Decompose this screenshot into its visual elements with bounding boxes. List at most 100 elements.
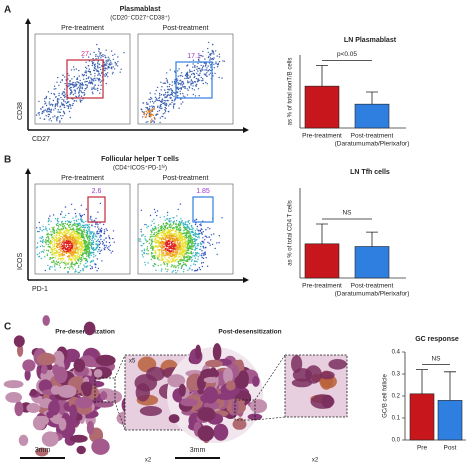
event-dot: [43, 245, 45, 248]
event-dot: [69, 105, 71, 107]
event-dot: [90, 244, 93, 246]
event-dot: [99, 92, 101, 94]
event-dot: [56, 231, 58, 233]
event-dot: [87, 254, 89, 257]
event-dot: [160, 258, 163, 260]
event-dot: [80, 84, 83, 86]
event-dot: [161, 250, 164, 252]
event-dot: [154, 241, 157, 244]
event-dot: [182, 222, 184, 224]
event-dot: [90, 254, 93, 257]
event-dot: [168, 260, 170, 263]
event-dot: [175, 231, 177, 233]
event-dot: [67, 247, 69, 249]
event-dot: [91, 266, 93, 268]
event-dot: [75, 262, 77, 265]
event-dot: [160, 249, 163, 251]
event-dot: [85, 78, 88, 80]
event-dot: [173, 80, 176, 83]
event-dot: [159, 117, 161, 119]
event-dot: [187, 221, 189, 224]
event-dot: [97, 230, 99, 232]
event-dot: [60, 221, 63, 223]
event-dot: [64, 239, 66, 241]
event-dot: [218, 60, 221, 63]
event-dot: [100, 68, 102, 71]
event-dot: [179, 93, 182, 95]
event-dot: [166, 99, 168, 102]
event-dot: [66, 237, 68, 239]
event-dot: [97, 267, 100, 270]
event-dot: [172, 217, 174, 219]
event-dot: [145, 116, 147, 119]
event-dot: [191, 259, 193, 261]
event-dot: [155, 238, 157, 240]
event-dot: [108, 58, 110, 60]
event-dot: [209, 57, 212, 59]
event-dot: [53, 88, 55, 90]
event-dot: [69, 88, 71, 90]
event-dot: [91, 237, 94, 239]
event-dot: [67, 236, 70, 239]
event-dot: [62, 216, 64, 219]
event-dot: [174, 70, 176, 72]
tissue: [249, 399, 268, 414]
event-dot: [161, 86, 163, 88]
event-dot: [212, 50, 215, 52]
event-dot: [178, 262, 180, 265]
event-dot: [157, 227, 160, 229]
event-dot: [146, 246, 149, 248]
event-dot: [177, 261, 179, 263]
event-dot: [145, 115, 148, 117]
event-dot: [41, 245, 44, 247]
event-dot: [96, 236, 98, 238]
event-dot: [81, 234, 84, 237]
tissue: [37, 415, 49, 426]
event-dot: [188, 255, 191, 258]
event-dot: [80, 252, 82, 254]
event-dot: [100, 88, 102, 91]
event-dot: [84, 87, 87, 90]
event-dot: [75, 257, 77, 259]
event-dot: [80, 250, 82, 253]
event-dot: [68, 252, 71, 254]
event-dot: [172, 107, 175, 109]
event-dot: [104, 248, 106, 251]
event-dot: [194, 233, 196, 235]
event-dot: [165, 246, 167, 248]
event-dot: [197, 67, 200, 70]
event-dot: [106, 229, 108, 232]
event-dot: [88, 239, 90, 241]
event-dot: [148, 238, 151, 240]
event-dot: [174, 269, 176, 272]
event-dot: [207, 70, 209, 72]
event-dot: [51, 244, 54, 246]
event-dot: [111, 63, 113, 65]
event-dot: [82, 75, 84, 77]
event-dot: [179, 235, 182, 237]
event-dot: [174, 244, 177, 246]
event-dot: [177, 75, 179, 77]
event-dot: [174, 103, 176, 105]
event-dot: [55, 246, 58, 248]
event-dot: [106, 247, 109, 249]
event-dot: [192, 252, 194, 254]
arrow-head: [243, 127, 249, 133]
event-dot: [83, 239, 85, 241]
event-dot: [197, 62, 199, 65]
event-dot: [87, 56, 90, 58]
event-dot: [63, 252, 66, 254]
event-dot: [218, 76, 220, 79]
event-dot: [65, 102, 68, 105]
event-dot: [184, 239, 186, 241]
event-dot: [103, 63, 106, 65]
event-dot: [47, 115, 50, 118]
event-dot: [186, 224, 189, 226]
event-dot: [201, 228, 203, 231]
event-dot: [42, 250, 44, 253]
event-dot: [58, 84, 60, 87]
event-dot: [185, 72, 188, 75]
x-tick-label: Pre: [417, 445, 428, 452]
event-dot: [38, 112, 40, 114]
event-dot: [192, 246, 194, 248]
